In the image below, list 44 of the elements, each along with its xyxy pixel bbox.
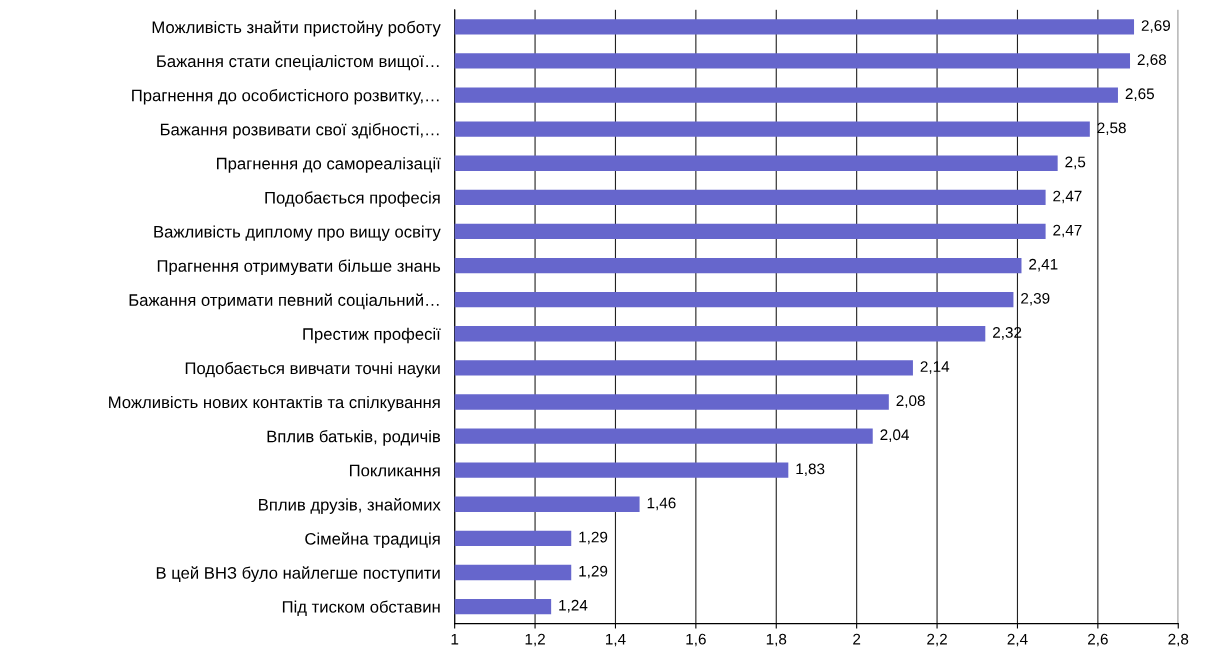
- x-tick-label: 2,4: [1007, 633, 1028, 647]
- y-tick-label: Вплив батьків, родичів: [267, 429, 441, 446]
- y-tick-label: Прагнення до особистісного розвитку,…: [132, 88, 439, 105]
- y-tick-label: Бажання отримати певний соціальний…: [129, 293, 439, 310]
- y-tick-label: Престиж професії: [303, 327, 441, 344]
- x-tick-label: 1: [451, 633, 459, 645]
- x-tick-label: 1,2: [525, 633, 545, 647]
- x-tick-label: 1,4: [606, 633, 626, 647]
- y-tick-label: Можливість нових контактів та спілкування: [109, 395, 440, 412]
- data-label: 2,47: [1053, 190, 1082, 204]
- y-tick-label: Вплив друзів, знайомих: [259, 498, 441, 514]
- data-label: 2,04: [880, 429, 909, 442]
- x-tick-label: 1,6: [686, 633, 706, 647]
- data-label: 2,39: [1021, 292, 1050, 306]
- y-tick-label: Подобається вивчати точні науки: [185, 361, 440, 378]
- y-tick-label: Бажання розвивати свої здібності,…: [160, 123, 439, 139]
- x-tick-label: 2,8: [1168, 633, 1189, 647]
- y-tick-label: Прагнення отримувати більше знань: [157, 259, 441, 276]
- data-label: 1,29: [579, 531, 608, 545]
- x-tick-label: 2,2: [927, 633, 947, 647]
- data-label: 2,47: [1053, 224, 1082, 238]
- x-tick-label: 2,6: [1088, 633, 1108, 647]
- data-label: 2,68: [1137, 54, 1167, 67]
- data-label: 1,29: [579, 565, 608, 579]
- y-tick-label: Важливість диплому про вищу освіту: [154, 225, 441, 241]
- data-label: 2,69: [1141, 20, 1170, 33]
- data-label: 2,08: [896, 395, 925, 408]
- y-tick-label: Бажання стати спеціалістом вищої…: [157, 54, 439, 71]
- x-tick-label: 2: [853, 633, 861, 645]
- y-tick-label: Подобається професія: [265, 191, 440, 207]
- data-label: 2,65: [1125, 88, 1154, 101]
- data-label: 2,41: [1029, 258, 1058, 272]
- data-label: 2,5: [1065, 156, 1086, 170]
- data-label: 1,24: [559, 599, 588, 613]
- y-tick-label: Сімейна традиція: [305, 532, 440, 549]
- y-tick-label: Прагнення до самореалізації: [217, 157, 441, 173]
- data-label: 1,83: [796, 463, 825, 477]
- x-tick-label: 1,8: [766, 633, 787, 647]
- y-tick-label: Можливість знайти пристойну роботу: [152, 20, 441, 37]
- data-label: 1,46: [647, 497, 676, 511]
- y-tick-label: Покликання: [349, 464, 440, 477]
- y-tick-label: Під тиском обставин: [282, 600, 440, 616]
- y-tick-label: В цей ВНЗ було найлегше поступити: [156, 566, 440, 583]
- data-label: 2,14: [920, 361, 950, 374]
